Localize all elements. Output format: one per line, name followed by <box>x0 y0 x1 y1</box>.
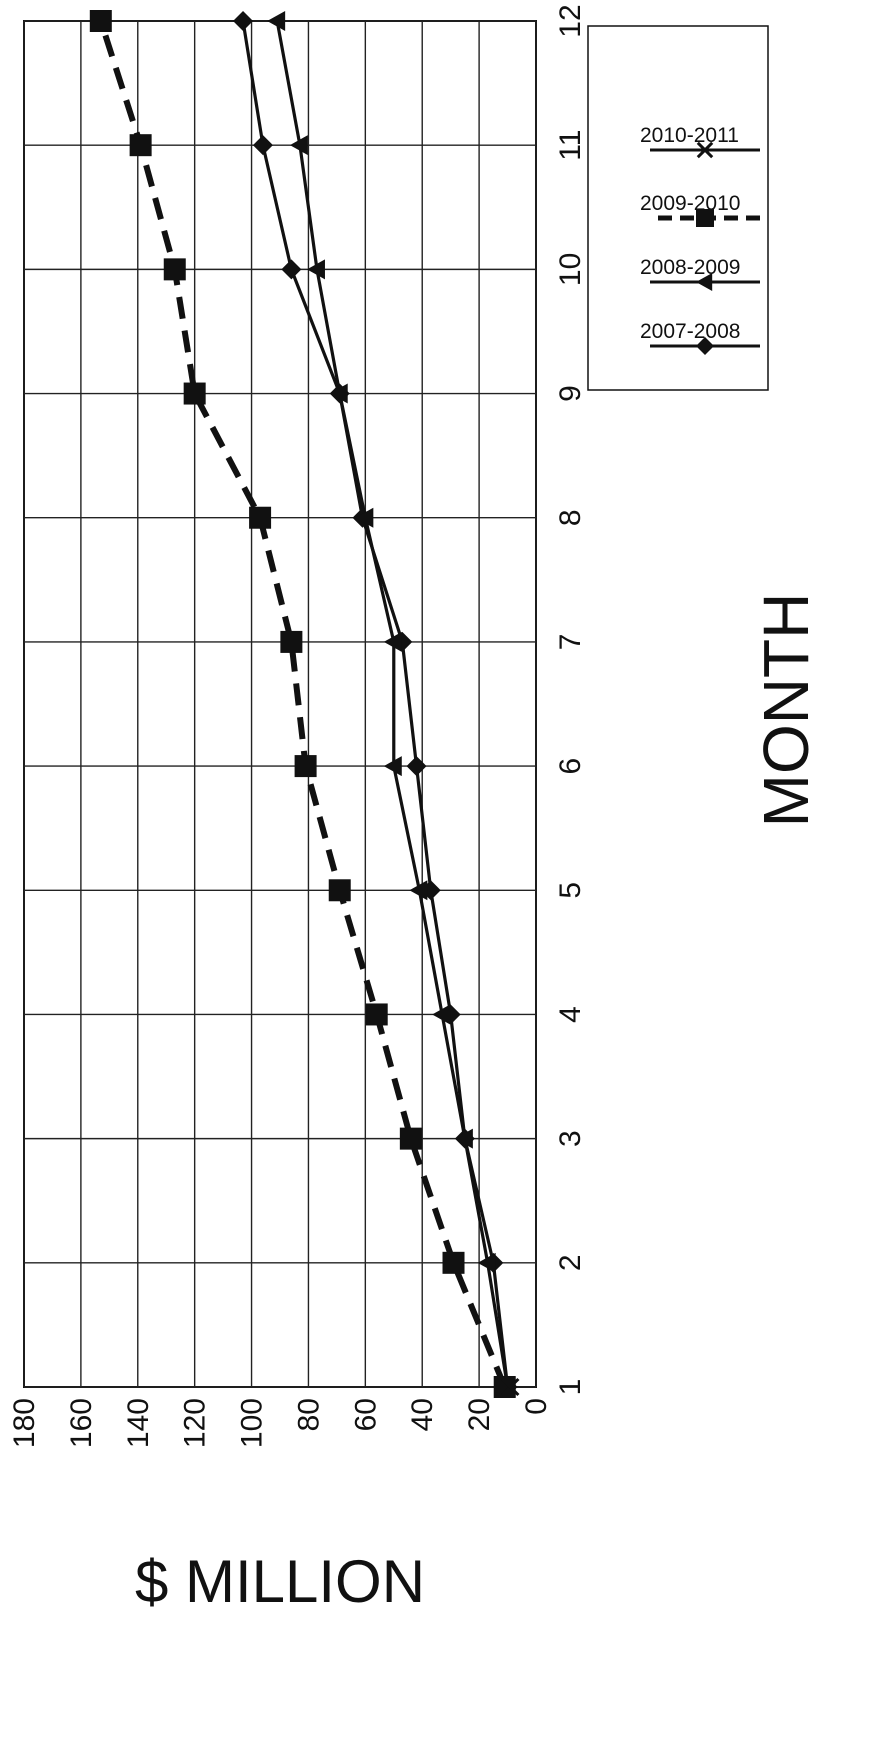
y-tick-label: 80 <box>292 1398 325 1431</box>
legend-swatch-marker <box>696 209 714 227</box>
data-point <box>409 880 428 901</box>
data-point <box>355 507 374 528</box>
data-point <box>183 382 206 405</box>
data-point <box>477 1252 496 1273</box>
y-axis-label: $ MILLION <box>135 1548 425 1615</box>
data-point <box>383 756 402 777</box>
data-point <box>328 879 351 902</box>
data-point <box>329 383 348 404</box>
series-line <box>97 20 508 1389</box>
x-axis-label: MONTH <box>750 593 822 828</box>
data-point <box>267 11 286 31</box>
legend-swatch-marker <box>696 337 714 355</box>
series-2009-2010 <box>89 10 516 1398</box>
x-tick-label: 10 <box>554 253 587 286</box>
series-2010-2011 <box>501 1377 520 1397</box>
legend-entry: 2007-2008 <box>640 320 760 355</box>
legend-entry: 2009-2010 <box>640 192 760 227</box>
x-tick-label: 12 <box>554 4 587 37</box>
data-point <box>454 1128 473 1149</box>
legend: 2007-2008 2008-2009 2009-2010 2010-2011 <box>587 25 769 391</box>
y-tick-label: 140 <box>122 1398 155 1448</box>
y-tick-label: 120 <box>179 1398 212 1448</box>
data-point <box>406 756 427 777</box>
data-point <box>249 506 272 529</box>
y-tick-label: 40 <box>406 1398 439 1431</box>
data-point <box>281 259 302 280</box>
data-point <box>289 135 308 156</box>
legend-swatch-marker <box>696 273 713 291</box>
legend-box <box>587 25 769 391</box>
y-tick-label: 60 <box>349 1398 382 1431</box>
data-point <box>280 630 303 653</box>
legend-swatch-marker <box>696 141 714 159</box>
x-tick-label: 8 <box>554 509 587 526</box>
series-line <box>275 20 510 1388</box>
y-tick-label: 0 <box>520 1398 553 1415</box>
x-tick-label: 3 <box>554 1130 587 1147</box>
legend-label: 2009-2010 <box>640 192 740 215</box>
series-group <box>89 10 520 1398</box>
y-axis-ticks: 0 20 40 60 80 100 120 140 160 180 <box>8 1398 553 1448</box>
x-tick-label: 6 <box>554 758 587 775</box>
y-tick-label: 160 <box>65 1398 98 1448</box>
x-tick-label: 5 <box>554 882 587 899</box>
data-point <box>383 631 402 652</box>
data-point <box>252 135 273 156</box>
series-2008-2009 <box>267 11 516 1397</box>
data-point <box>306 259 325 280</box>
series-line <box>241 20 510 1388</box>
y-tick-label: 100 <box>236 1398 269 1448</box>
data-point <box>89 10 112 32</box>
legend-label: 2008-2009 <box>640 256 740 279</box>
y-tick-label: 20 <box>463 1398 496 1431</box>
x-tick-label: 9 <box>554 385 587 402</box>
data-point <box>399 1127 422 1150</box>
legend-entry: 2010-2011 <box>640 124 760 159</box>
data-point <box>493 1376 516 1398</box>
data-point <box>233 11 254 31</box>
legend-label: 2010-2011 <box>640 124 739 147</box>
data-point <box>442 1251 465 1274</box>
data-point <box>163 258 186 281</box>
data-point <box>129 134 152 157</box>
y-tick-label: 180 <box>8 1398 41 1448</box>
x-tick-label: 11 <box>554 130 587 161</box>
data-point <box>432 1004 451 1025</box>
legend-entry: 2008-2009 <box>640 256 760 291</box>
x-tick-label: 2 <box>554 1254 587 1271</box>
data-point <box>501 1377 520 1397</box>
x-tick-label: 7 <box>554 634 587 651</box>
x-tick-label: 4 <box>554 1006 587 1023</box>
data-point <box>365 1003 388 1026</box>
data-point <box>294 755 317 778</box>
legend-label: 2007-2008 <box>640 320 740 343</box>
x-tick-label: 1 <box>554 1379 587 1396</box>
